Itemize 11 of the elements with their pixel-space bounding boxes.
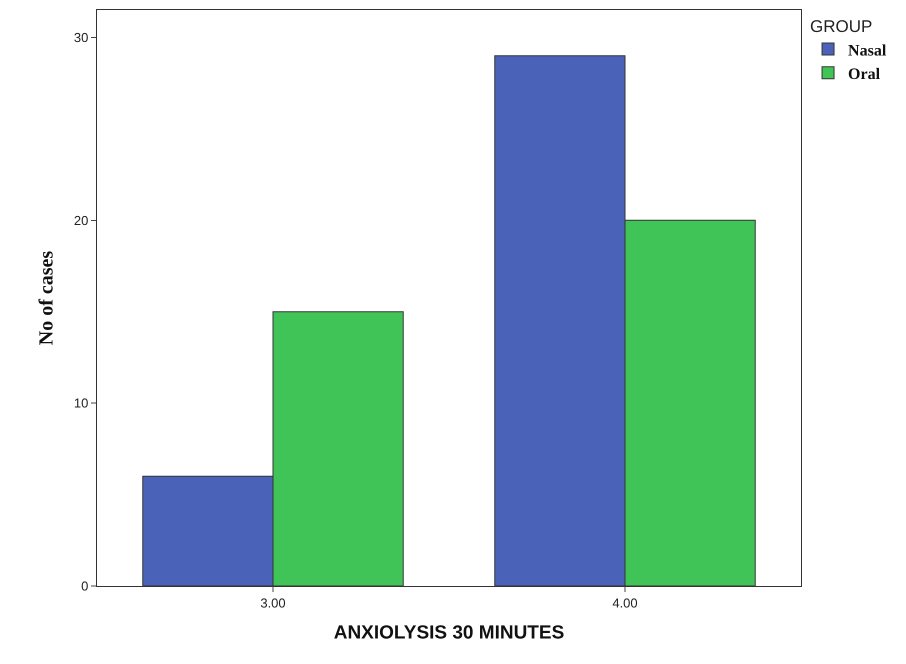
y-tick-label: 30 [74,30,88,45]
x-tick-label: 4.00 [612,596,638,611]
legend-label: Nasal [848,42,887,60]
y-tick-label: 20 [74,212,88,228]
y-axis-title: No of cases [35,250,58,346]
x-axis-title: ANXIOLYSIS 30 MINUTES [334,622,564,644]
y-tick-label: 10 [74,396,88,411]
legend-label: Oral [848,66,881,84]
y-tick-label: 0 [81,578,88,594]
x-tick-label: 3.00 [260,596,286,611]
legend-title: GROUP [810,17,872,36]
